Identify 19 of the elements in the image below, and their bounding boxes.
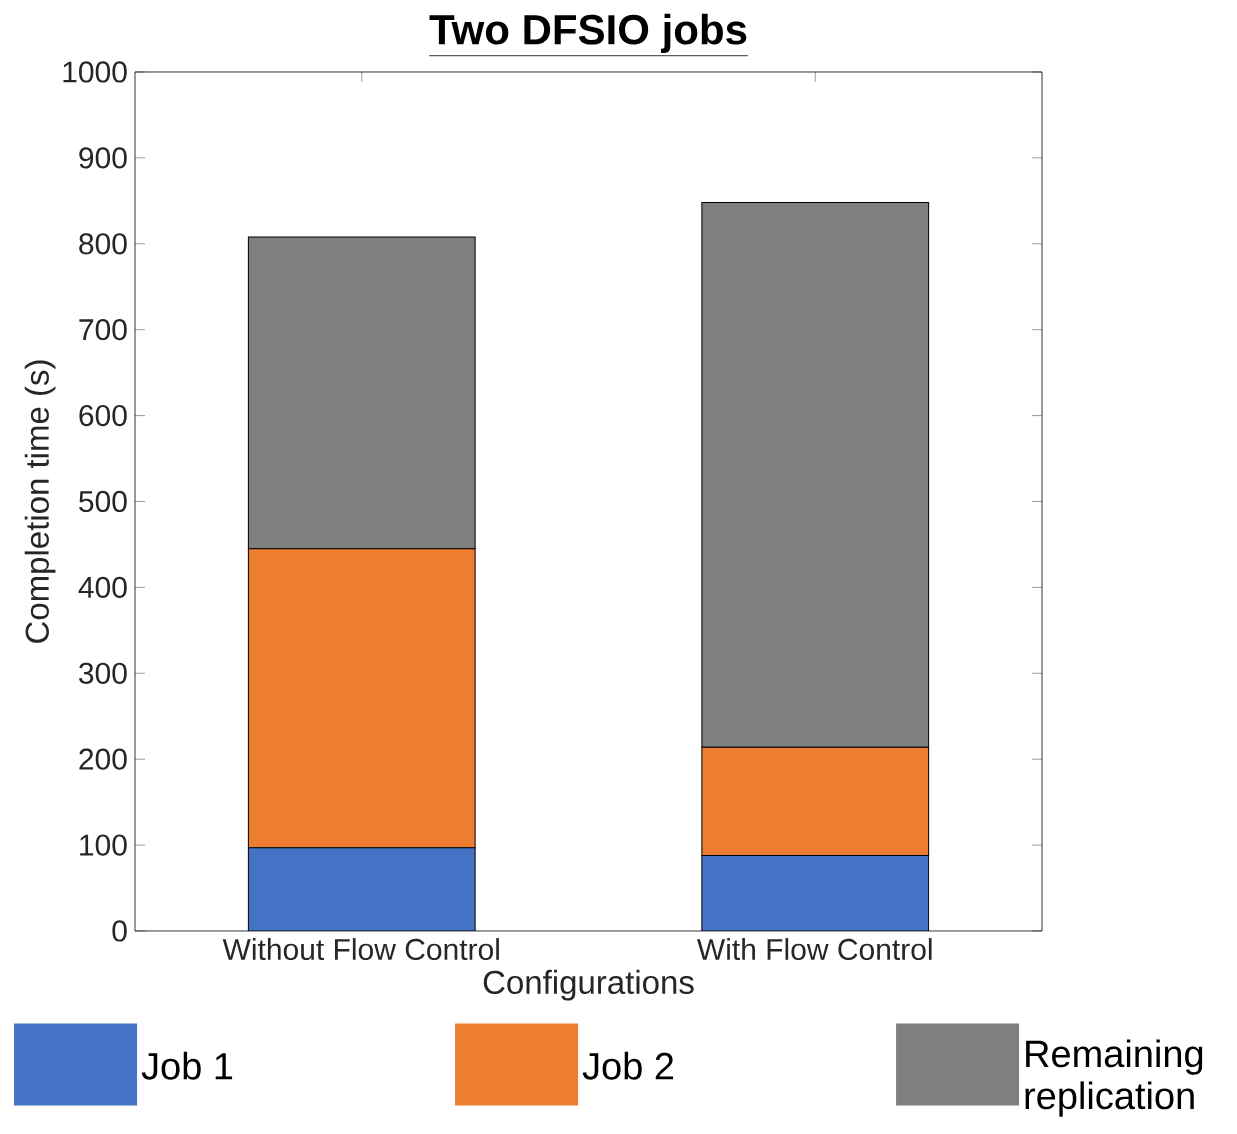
y-tick-label: 1000: [63, 61, 127, 83]
y-tick-label: 100: [80, 834, 127, 856]
y-tick-label: 200: [79, 748, 127, 770]
x-tick-label: Without Flow Control: [222, 938, 499, 961]
legend-label: Job 2: [582, 1051, 674, 1080]
y-tick-label: 700: [79, 319, 127, 341]
y-tick-label: 500: [79, 490, 127, 513]
chart-title: Two DFSIO jobs: [429, 13, 747, 53]
y-axis-title: Completion time (s): [24, 360, 56, 643]
y-tick-label: 400: [78, 576, 127, 598]
y-tick-label: 900: [79, 147, 127, 169]
y-tick-label: 600: [79, 404, 127, 427]
y-tick-label: 800: [79, 233, 127, 255]
legend-label: Job 1: [141, 1051, 233, 1080]
y-tick-label: 0: [112, 920, 127, 942]
y-tick-label: 300: [79, 662, 127, 684]
x-axis-title: Configurations: [483, 969, 694, 1001]
x-tick-label: With Flow Control: [697, 938, 932, 961]
legend-label: Remaining replication: [1025, 1039, 1203, 1117]
